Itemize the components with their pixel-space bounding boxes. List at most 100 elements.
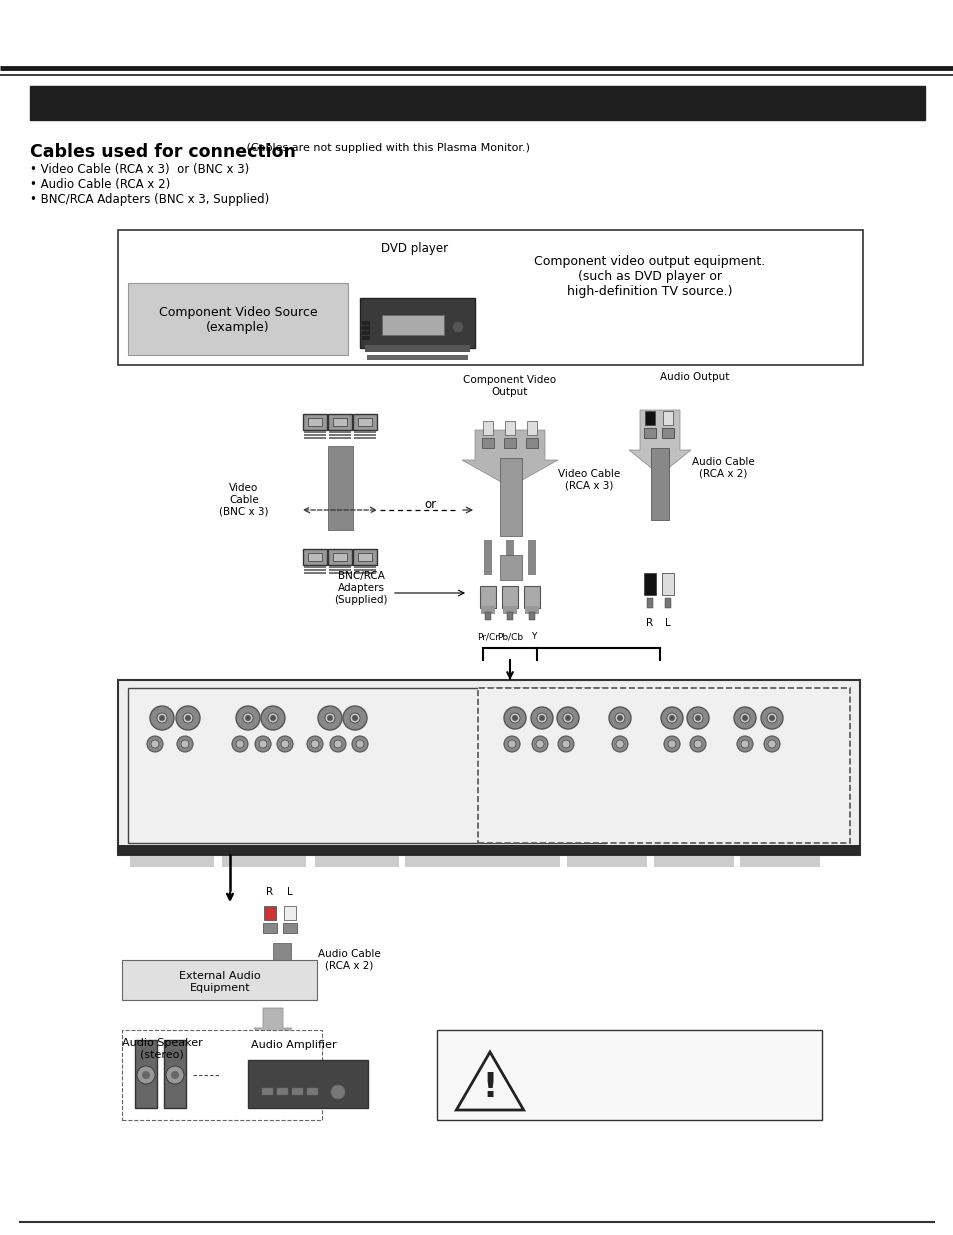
Circle shape [737,736,752,752]
Bar [527,540,536,576]
Bar [526,421,537,435]
Circle shape [334,740,341,748]
Circle shape [352,736,368,752]
Bar [361,326,370,330]
Circle shape [760,706,782,729]
Bar [357,553,372,561]
Circle shape [507,740,516,748]
Bar [354,566,375,568]
Circle shape [564,715,571,721]
Circle shape [147,736,163,752]
Bar [503,438,516,448]
Circle shape [536,740,543,748]
Bar [367,354,468,359]
Circle shape [159,715,165,721]
Bar [329,437,351,438]
Circle shape [150,706,173,730]
Bar [276,1088,288,1095]
Text: Component Video Source
(example): Component Video Source (example) [158,306,317,333]
Bar [650,448,668,520]
Circle shape [281,740,289,748]
Circle shape [151,740,159,748]
Bar [128,283,348,354]
Circle shape [660,706,682,729]
Circle shape [317,706,341,730]
Circle shape [562,713,573,722]
Bar [118,845,859,855]
Bar [353,550,376,564]
Circle shape [245,715,251,721]
Bar [248,1060,368,1108]
Bar [643,429,656,438]
Circle shape [537,713,546,722]
Circle shape [668,715,675,721]
Bar [264,906,275,920]
Text: R: R [266,887,274,897]
Circle shape [235,740,244,748]
Text: Audio Cable
(RCA x 2): Audio Cable (RCA x 2) [317,950,380,971]
Circle shape [352,715,357,721]
Bar [304,433,326,436]
Bar [128,688,605,844]
Bar [661,429,673,438]
Bar [480,606,495,614]
Bar [529,613,535,620]
Bar [654,856,733,867]
Circle shape [171,1071,179,1079]
Text: External Audio
Equipment: External Audio Equipment [179,971,260,993]
Bar [354,437,375,438]
Text: !: ! [482,1072,497,1104]
Bar [436,1030,821,1120]
Bar [354,572,375,574]
Text: Video
Cable
(BNC x 3): Video Cable (BNC x 3) [219,483,269,516]
Circle shape [667,740,676,748]
Bar [308,417,322,426]
Bar [314,856,398,867]
Circle shape [350,713,359,722]
Bar [328,446,353,530]
Circle shape [740,740,748,748]
Circle shape [768,715,774,721]
Polygon shape [456,1052,523,1110]
Bar [353,414,376,430]
Circle shape [616,740,623,748]
Circle shape [175,706,200,730]
Circle shape [270,715,275,721]
Text: Audio Speaker
(stereo): Audio Speaker (stereo) [121,1037,202,1060]
Bar [646,598,652,608]
Bar [30,86,924,120]
Bar [664,598,670,608]
Bar [506,613,513,620]
Circle shape [327,715,333,721]
Circle shape [183,713,193,722]
Circle shape [538,715,544,721]
Bar [284,1041,295,1055]
Bar [329,433,351,436]
Bar [644,411,655,425]
Text: or: or [423,499,436,511]
Text: Audio Cable
(RCA x 2): Audio Cable (RCA x 2) [691,457,754,479]
Circle shape [355,740,364,748]
Circle shape [311,740,318,748]
Bar [740,856,820,867]
Bar [329,431,351,433]
Bar [333,553,347,561]
Bar [523,585,539,608]
Circle shape [232,736,248,752]
Circle shape [331,1086,345,1099]
Circle shape [157,713,167,722]
Bar [328,550,352,564]
Bar [661,573,673,595]
Circle shape [503,736,519,752]
Bar [479,856,559,867]
Bar [222,856,306,867]
Bar [566,856,646,867]
Bar [273,944,291,1000]
Circle shape [741,715,747,721]
Circle shape [510,713,519,722]
Bar [329,572,351,574]
Text: BNC/RCA
Adapters
(Supplied): BNC/RCA Adapters (Supplied) [335,572,388,605]
Text: Audio Output: Audio Output [659,372,729,382]
Circle shape [663,736,679,752]
Bar [405,856,489,867]
